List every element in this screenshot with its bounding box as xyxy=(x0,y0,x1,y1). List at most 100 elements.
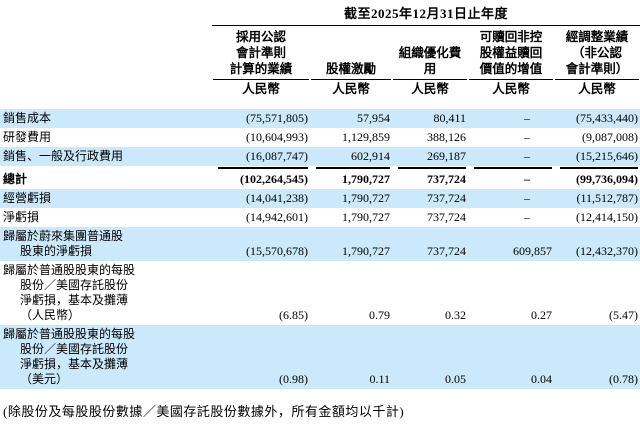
cell-value: (6.85) xyxy=(279,308,308,322)
cell-value: (16,087,747) xyxy=(246,149,308,163)
row-label-line: 股份／美國存託股份 xyxy=(20,278,129,292)
row-label: 研發費用 xyxy=(3,130,52,144)
currency-label: 人民幣 xyxy=(242,82,280,96)
column-rule xyxy=(392,166,468,170)
currency-label: 人民幣 xyxy=(492,82,530,96)
column-header-redeemable-nci: 可贖回非控 股權益贖回 價值的增值 xyxy=(468,26,554,80)
column-header-share-based-compensation: 股權激勵 xyxy=(310,26,392,80)
table-row-sga-expenses: 銷售、一般及行政費用 (16,087,747) 602,914 269,187 … xyxy=(0,147,640,166)
row-label-line: 淨虧損，基本及攤薄 xyxy=(20,357,129,371)
column-header-line: 會計準則 xyxy=(235,46,286,60)
cell-value: 0.27 xyxy=(531,308,552,322)
row-label-line: 歸屬於普通股股東的每股 xyxy=(3,327,136,341)
column-header-line: 經調整業績 xyxy=(565,30,629,44)
column-header-line: （非公認 xyxy=(572,46,623,60)
column-header-line: 股權益贖回 xyxy=(479,46,543,60)
row-label: 銷售成本 xyxy=(3,111,52,125)
corner-spacer xyxy=(0,6,212,26)
corner-spacer xyxy=(0,26,212,81)
cell-value: (75,433,440) xyxy=(576,111,639,125)
table-row-loss-per-share-usd: 歸屬於普通股股東的每股 股份／美國存託股份 淨虧損，基本及攤薄 （美元） (0.… xyxy=(0,325,640,389)
cell-value: 1,129,859 xyxy=(342,130,390,144)
column-rule xyxy=(554,166,640,170)
cell-value: 0.32 xyxy=(445,308,466,322)
table-row-loss-per-share-rmb: 歸屬於普通股股東的每股 股份／美國存託股份 淨虧損，基本及攤薄 （人民幣） (6… xyxy=(0,261,640,325)
cell-value: 737,724 xyxy=(427,172,466,186)
period-title-row: 截至2025年12月31日止年度 xyxy=(0,6,640,26)
cell-value: (5.47) xyxy=(609,308,639,322)
column-header-line: 會計準則） xyxy=(565,62,629,76)
cell-value: (99,736,094) xyxy=(576,172,639,186)
row-label: 經營虧損 xyxy=(3,191,52,205)
cell-value: 269,187 xyxy=(427,149,466,163)
cell-value: 602,914 xyxy=(351,149,390,163)
column-header-line: 可贖回非控 xyxy=(479,30,543,44)
cell-value: – xyxy=(524,130,530,144)
cell-value: 0.11 xyxy=(369,372,390,386)
row-label: 總計 xyxy=(3,172,28,186)
table-row-net-loss-attributable-nio: 歸屬於蔚來集團普通股 股東的淨虧損 (15,570,678) 1,790,727… xyxy=(0,227,640,261)
cell-value: (0.78) xyxy=(609,372,639,386)
table-row-rd-expenses: 研發費用 (10,604,993) 1,129,859 388,126 – (9… xyxy=(0,128,640,147)
cell-value: – xyxy=(524,172,530,186)
column-header-line: 組織優化費用 xyxy=(398,46,462,76)
row-label: 歸屬於蔚來集團普通股 股東的淨虧損 xyxy=(0,227,212,261)
row-label-line: 股東的淨虧損 xyxy=(20,244,93,258)
cell-value: – xyxy=(524,149,530,163)
currency-label: 人民幣 xyxy=(578,82,616,96)
row-label: 歸屬於普通股股東的每股 股份／美國存託股份 淨虧損，基本及攤薄 （人民幣） xyxy=(0,261,212,325)
column-header-line: 計算的業績 xyxy=(229,62,293,76)
column-header-line: 採用公認 xyxy=(235,30,286,44)
gaap-non-gaap-reconciliation-table: 截至2025年12月31日止年度 採用公認 會計準則 計算的業績 股權激勵 組織… xyxy=(0,6,640,389)
cell-value: (11,512,787) xyxy=(576,191,639,205)
row-label: 淨虧損 xyxy=(3,210,40,224)
cell-value: 737,724 xyxy=(427,210,466,224)
currency-label: 人民幣 xyxy=(411,82,449,96)
currency-row: 人民幣 人民幣 人民幣 人民幣 人民幣 xyxy=(0,80,640,109)
currency-label: 人民幣 xyxy=(332,82,370,96)
column-header-gaap-results: 採用公認 會計準則 計算的業績 xyxy=(212,26,310,80)
row-label: 銷售、一般及行政費用 xyxy=(3,149,124,163)
row-label-line: （人民幣） xyxy=(20,308,81,322)
row-label-line: （美元） xyxy=(20,372,69,386)
cell-value: (75,571,805) xyxy=(246,111,308,125)
cell-value: 737,724 xyxy=(427,191,466,205)
row-label-line: 淨虧損，基本及攤薄 xyxy=(20,293,129,307)
cell-value: (10,604,993) xyxy=(246,130,308,144)
cell-value: 0.05 xyxy=(445,372,466,386)
cell-value: 0.04 xyxy=(531,372,552,386)
corner-spacer xyxy=(0,80,212,109)
cell-value: 57,954 xyxy=(357,111,390,125)
column-header-row: 採用公認 會計準則 計算的業績 股權激勵 組織優化費用 可贖回非控 股權益贖回 xyxy=(0,26,640,81)
cell-value: 388,126 xyxy=(427,130,466,144)
column-rule xyxy=(310,166,392,170)
column-rule xyxy=(212,166,310,170)
cell-value: (102,264,545) xyxy=(240,172,308,186)
cell-value: (0.98) xyxy=(279,372,308,386)
cell-value: (14,041,238) xyxy=(246,191,308,205)
row-label-line: 歸屬於蔚來集團普通股 xyxy=(3,229,124,243)
row-label-line: 歸屬於普通股股東的每股 xyxy=(3,263,136,277)
cell-value: (15,570,678) xyxy=(246,244,308,258)
total-separator-row xyxy=(0,166,640,170)
column-header-organization-optimization: 組織優化費用 xyxy=(392,26,468,80)
column-rule xyxy=(468,166,554,170)
cell-value: – xyxy=(524,191,530,205)
cell-value: – xyxy=(524,111,530,125)
column-header-line: 價值的增值 xyxy=(479,62,543,76)
cell-value: 1,790,727 xyxy=(342,244,390,258)
cell-value: 609,857 xyxy=(513,244,552,258)
footnote: (除股份及每股股份數據／美國存託股份數據外，所有金額均以千計) xyxy=(3,404,405,419)
table-row-net-loss: 淨虧損 (14,942,601) 1,790,727 737,724 – (12… xyxy=(0,208,640,227)
table-row-cost-of-sales: 銷售成本 (75,571,805) 57,954 80,411 – (75,43… xyxy=(0,109,640,128)
cell-value: (12,432,370) xyxy=(576,244,639,258)
cell-value: (9,087,008) xyxy=(582,130,639,144)
table-row-total: 總計 (102,264,545) 1,790,727 737,724 – (99… xyxy=(0,170,640,189)
row-label: 歸屬於普通股股東的每股 股份／美國存託股份 淨虧損，基本及攤薄 （美元） xyxy=(0,325,212,389)
cell-value: 737,724 xyxy=(427,244,466,258)
cell-value: – xyxy=(524,210,530,224)
cell-value: 1,790,727 xyxy=(342,191,390,205)
cell-value: 0.79 xyxy=(369,308,390,322)
table-row-operating-loss: 經營虧損 (14,041,238) 1,790,727 737,724 – (1… xyxy=(0,189,640,208)
cell-value: 1,790,727 xyxy=(342,172,390,186)
